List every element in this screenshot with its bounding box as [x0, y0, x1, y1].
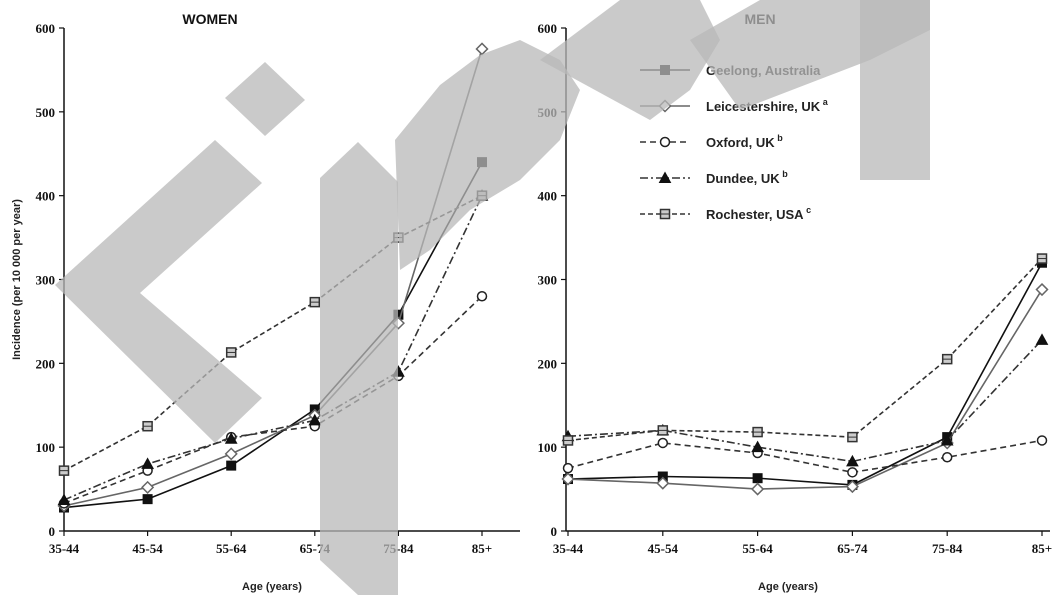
- data-point: [656, 476, 670, 490]
- series-line: [567, 339, 1043, 463]
- x-axis-label: Age (years): [242, 581, 302, 593]
- series-line: [63, 48, 483, 507]
- x-tick-label: 75-84: [932, 541, 963, 556]
- watermark-arc: [395, 40, 580, 270]
- data-point: [308, 413, 322, 426]
- data-point: [476, 291, 488, 302]
- x-tick-label: 45-54: [648, 541, 679, 556]
- data-point: [57, 493, 71, 505]
- data-point: [142, 494, 153, 505]
- data-point: [657, 437, 669, 449]
- data-point: [141, 480, 155, 494]
- legend-superscript: c: [806, 205, 811, 215]
- data-point: [751, 482, 765, 496]
- y-tick-label: 200: [538, 356, 558, 371]
- x-tick-label: 35-44: [553, 541, 584, 556]
- data-point: [224, 432, 238, 444]
- data-point: [752, 473, 763, 484]
- data-point: [940, 433, 954, 446]
- series-0: [563, 257, 1047, 490]
- panel-title: WOMEN: [182, 11, 237, 27]
- y-tick-label: 300: [538, 273, 558, 288]
- series-2: [562, 435, 1048, 478]
- y-tick-label: 200: [36, 356, 56, 371]
- watermark-bar: [860, 0, 930, 180]
- legend-superscript: a: [823, 97, 829, 107]
- y-tick-label: 0: [49, 524, 56, 539]
- data-point: [562, 462, 574, 474]
- series-line: [567, 289, 1043, 490]
- data-point: [847, 467, 858, 478]
- data-point: [561, 472, 575, 486]
- watermark-chevron: [55, 140, 262, 443]
- data-point: [226, 460, 237, 471]
- watermark-dot: [225, 62, 305, 136]
- series-4: [562, 253, 1048, 446]
- series-line: [63, 295, 483, 505]
- data-point: [845, 480, 859, 494]
- y-axis-label: Incidence (per 10 000 per year): [11, 199, 23, 360]
- data-point: [1035, 333, 1049, 345]
- legend-marker: [658, 171, 672, 183]
- data-point: [751, 440, 764, 453]
- y-tick-label: 600: [36, 21, 56, 36]
- series-line: [567, 439, 1043, 474]
- data-point: [1036, 435, 1048, 446]
- x-tick-label: 55-64: [742, 541, 773, 556]
- y-tick-label: 0: [551, 524, 558, 539]
- y-tick-label: 100: [36, 440, 56, 455]
- watermark-logo: [55, 0, 930, 595]
- y-tick-label: 300: [36, 273, 56, 288]
- watermark-arc-top: [540, 0, 720, 120]
- series-line: [63, 195, 483, 501]
- y-tick-label: 500: [36, 105, 56, 120]
- data-point: [224, 447, 238, 461]
- legend-label: Leicestershire, UK: [706, 99, 821, 114]
- legend-label: Rochester, USA: [706, 207, 804, 222]
- x-tick-label: 85+: [1032, 541, 1052, 556]
- legend-label: Oxford, UK: [706, 135, 775, 150]
- y-tick-label: 600: [538, 21, 558, 36]
- data-point: [846, 454, 859, 467]
- x-tick-label: 45-54: [132, 541, 163, 556]
- x-tick-label: 85+: [472, 541, 492, 556]
- legend-superscript: b: [777, 133, 783, 143]
- x-tick-label: 35-44: [49, 541, 80, 556]
- series-line: [567, 257, 1043, 442]
- legend-marker: [659, 136, 671, 148]
- data-point: [941, 451, 953, 463]
- series-3: [561, 333, 1049, 467]
- x-tick-label: 55-64: [216, 541, 247, 556]
- series-line: [567, 262, 1043, 486]
- y-tick-label: 100: [538, 440, 558, 455]
- legend-superscript: b: [782, 169, 788, 179]
- y-tick-label: 400: [538, 189, 558, 204]
- watermark-stem: [320, 142, 398, 595]
- x-tick-label: 65-74: [837, 541, 868, 556]
- data-point: [1035, 282, 1049, 297]
- data-point: [141, 457, 154, 469]
- series-line: [63, 161, 483, 509]
- x-axis-label: Age (years): [758, 581, 818, 593]
- legend-label: Dundee, UK: [706, 171, 780, 186]
- y-tick-label: 400: [36, 189, 56, 204]
